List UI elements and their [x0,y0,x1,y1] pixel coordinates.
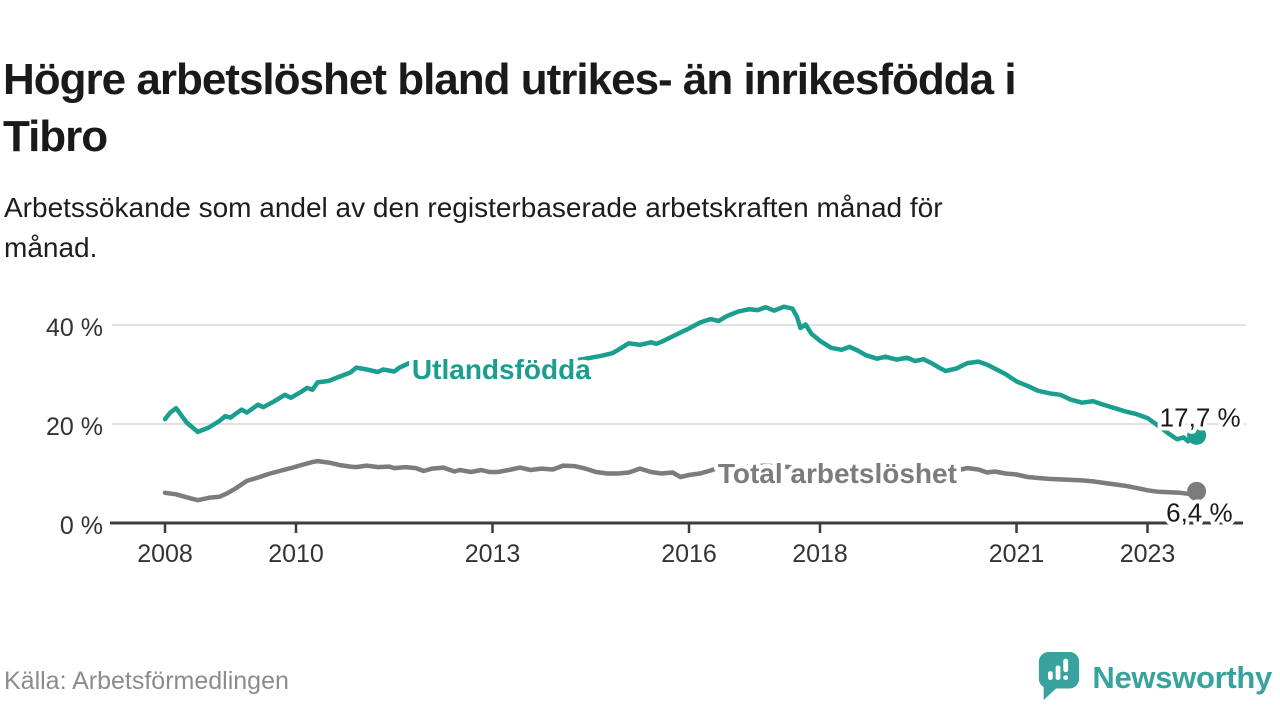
page-title-line-2: Tibro [3,112,108,162]
line-chart: 0 % 20 % 40 % 2008 2010 2013 2016 2018 2021 2023 U… [0,240,1280,615]
series-label-utlandsf-dda: Utlandsfödda [412,354,591,385]
line-chart-canvas: 0 % 20 % 40 % 2008 2010 2013 2016 2018 2021 2023 U… [46,304,1246,568]
x-axis-label-2010: 2010 [268,540,324,568]
series-line-total-arbetsl-shet [162,458,1199,503]
source-note: Källa: Arbetsförmedlingen [4,667,289,695]
x-axis-label-2008: 2008 [137,540,193,568]
x-axis-label-2016: 2016 [661,540,717,568]
x-axis-label-2018: 2018 [792,540,848,568]
footer: Källa: Arbetsförmedlingen Newsworthy [0,640,1280,720]
chart-subtitle-line-2: månad. [4,232,98,263]
series-label-total-arbetsl-shet: Total arbetslöshet [718,458,957,489]
series-line-utlandsf-dda [162,304,1199,444]
y-axis-label-0: 0 % [60,512,103,540]
x-axis-label-2013: 2013 [465,540,521,568]
end-value-label-total: 6,4 % [1166,497,1233,527]
end-value-label-utlandsfodda: 17,7 % [1160,402,1241,432]
series-end-dot [1187,425,1207,445]
chart-subtitle-line-1: Arbetssökande som andel av den registerb… [4,192,943,223]
x-axis-label-2023: 2023 [1120,540,1176,568]
series-end-dot [1187,481,1207,501]
newsworthy-logo[interactable]: Newsworthy [1036,650,1272,706]
page-title-line-1: Högre arbetslöshet bland utrikes- än inr… [3,55,1017,105]
y-axis-label-40: 40 % [46,314,103,342]
x-axis-label-2021: 2021 [989,540,1045,568]
chart-subtitle: Arbetssökande som andel av den registerb… [4,188,1224,268]
y-axis-label-20: 20 % [46,413,103,441]
page-title: Högre arbetslöshet bland utrikes- än inr… [3,51,1253,165]
newsworthy-logo-icon [1036,650,1082,707]
newsworthy-wordmark: Newsworthy [1092,660,1272,695]
